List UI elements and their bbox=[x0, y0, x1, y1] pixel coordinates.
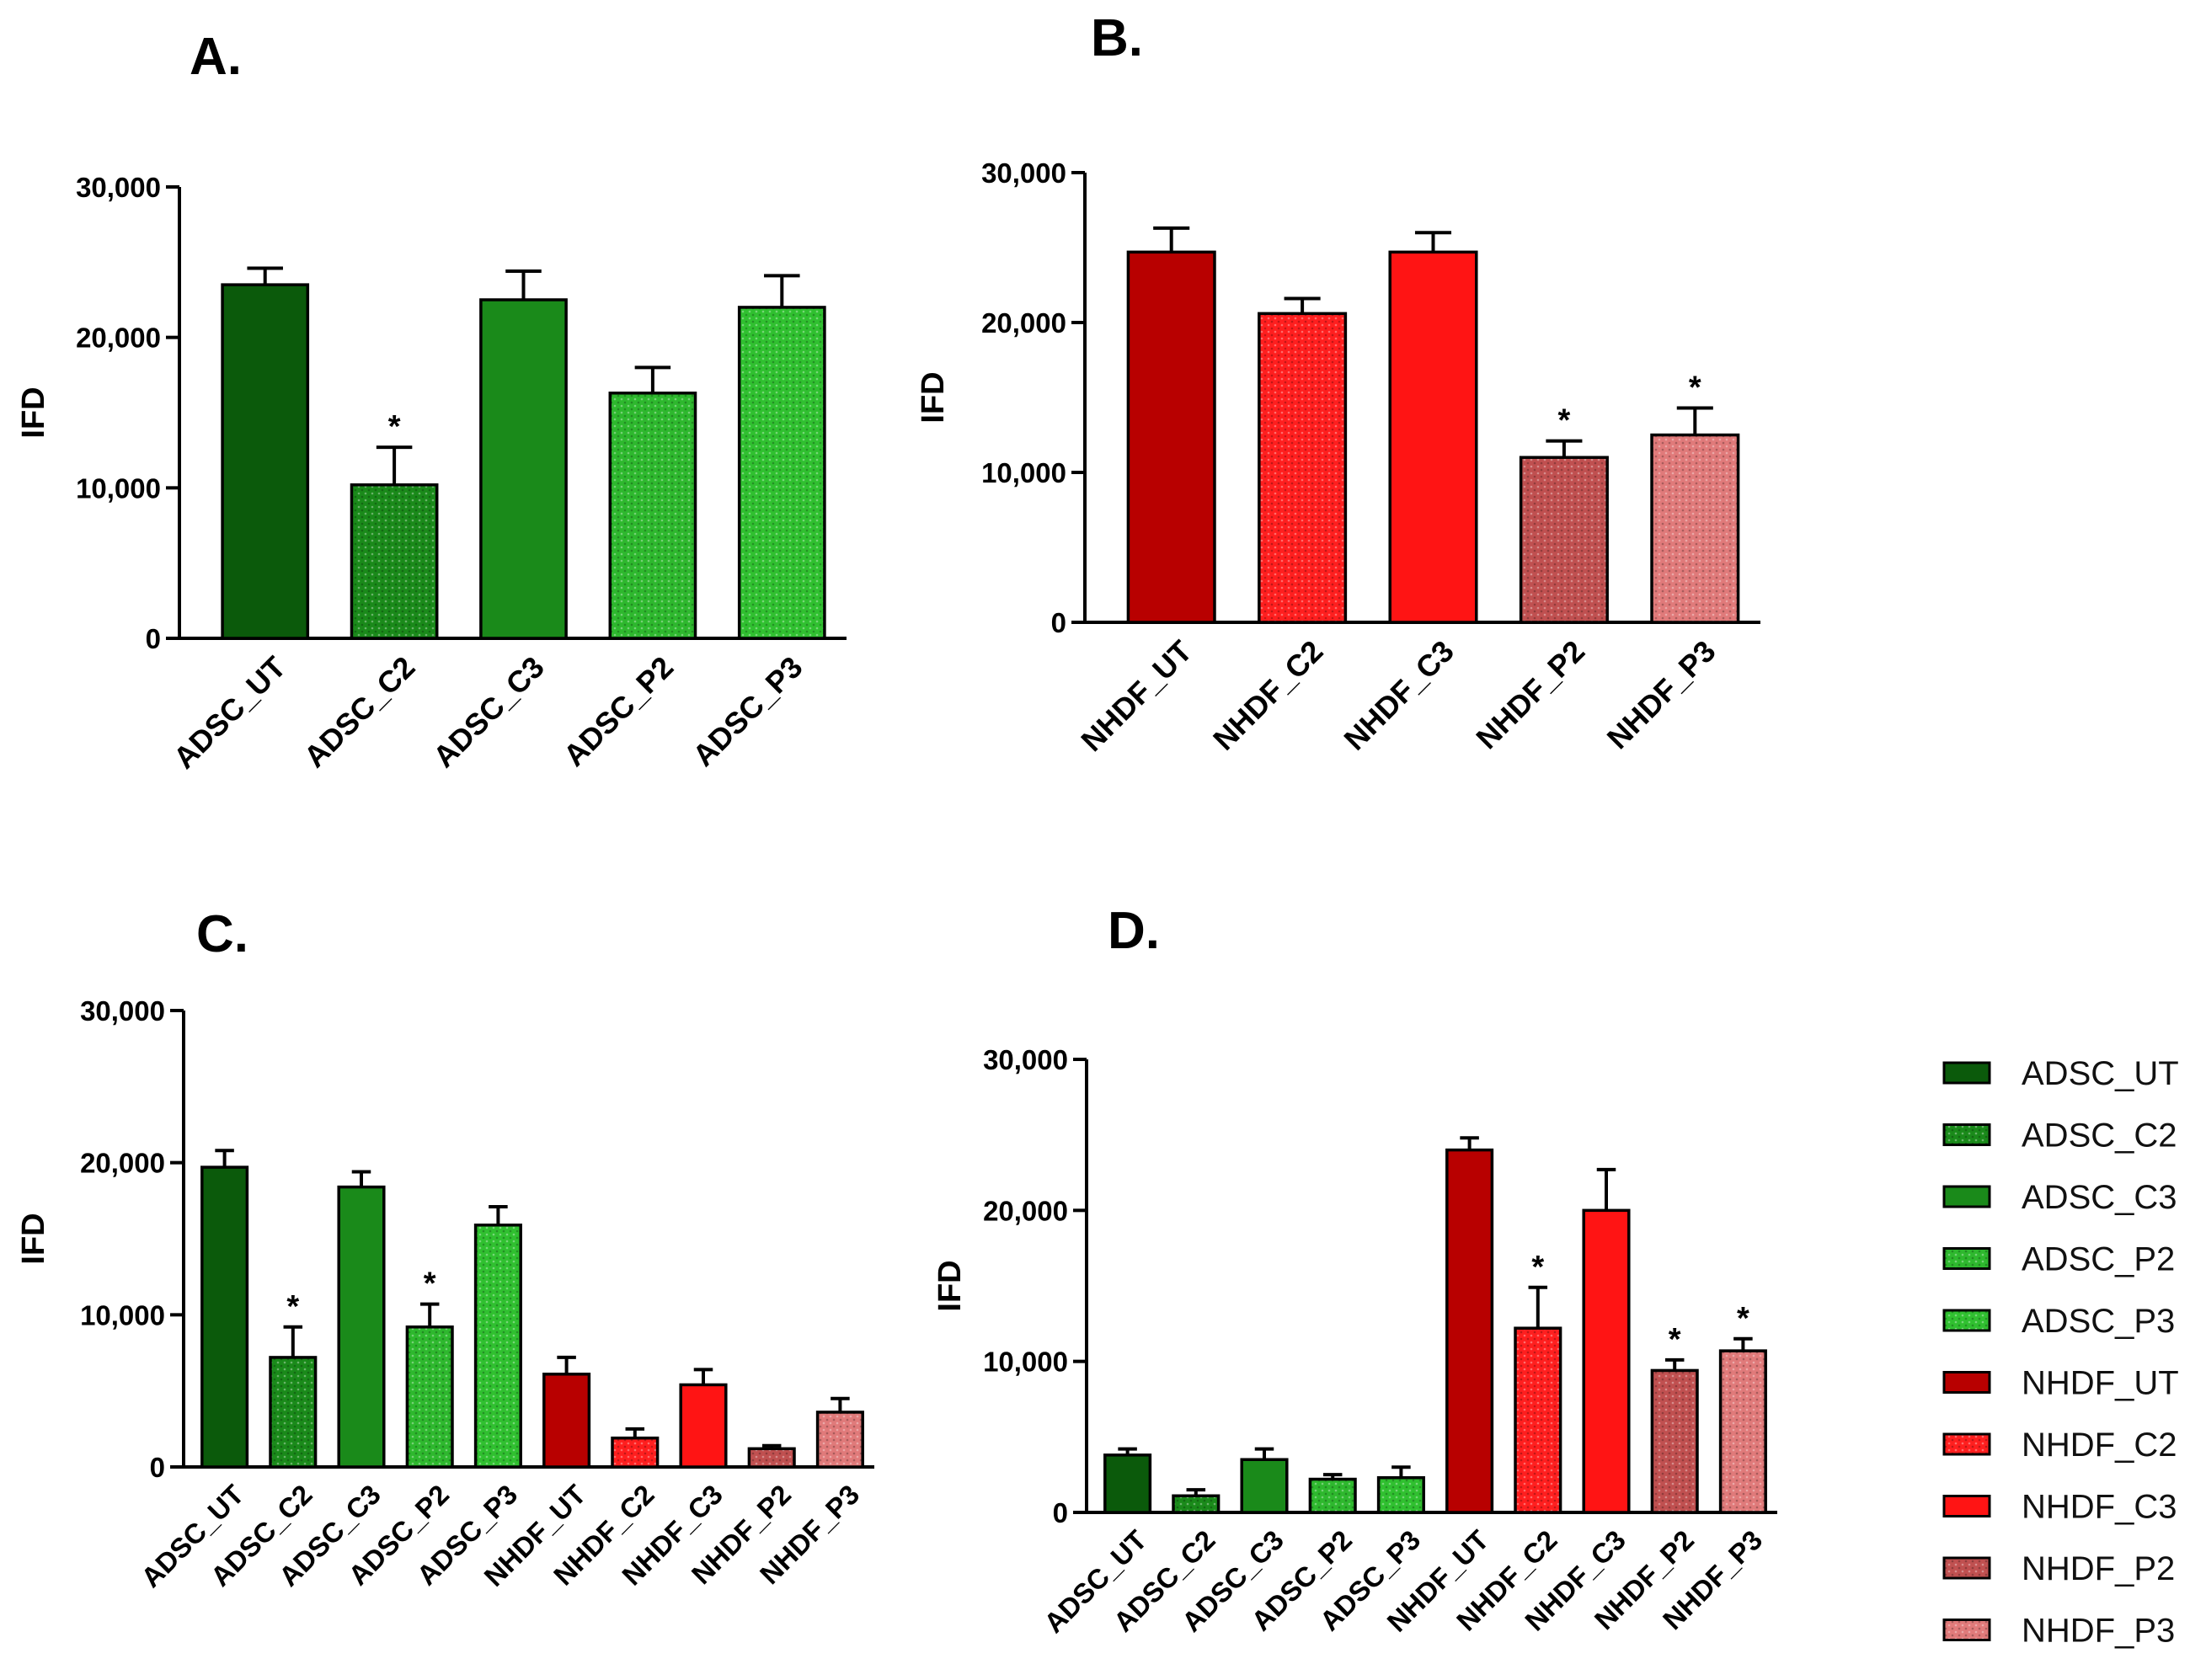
legend-label-adsc-ut: ADSC_UT bbox=[2022, 1055, 2179, 1092]
panel-c-y-axis-label: IFD bbox=[16, 1213, 51, 1264]
legend-label-nhdf-ut: NHDF_UT bbox=[2022, 1365, 2179, 1402]
legend-label-adsc-p3: ADSC_P3 bbox=[2022, 1303, 2175, 1340]
panel-b-y-tick-label: 30,000 bbox=[981, 157, 1066, 189]
panel-a-category-label-adsc-p2: ADSC_P2 bbox=[557, 649, 680, 772]
panel-c-y-tick-label: 0 bbox=[150, 1452, 165, 1483]
panel-c-bar-nhdf-c3 bbox=[679, 1383, 728, 1469]
legend-swatch-nhdf-c3 bbox=[1942, 1495, 1991, 1517]
panel-b-significance-star: * bbox=[1689, 370, 1701, 405]
panel-d-bar-adsc-c3 bbox=[1240, 1458, 1289, 1514]
panel-a-y-tick-label: 20,000 bbox=[76, 323, 161, 354]
legend-label-nhdf-c3: NHDF_C3 bbox=[2022, 1489, 2177, 1526]
panel-b-y-tick-label: 20,000 bbox=[981, 307, 1066, 339]
panel-a-y-tick-label: 30,000 bbox=[76, 172, 161, 203]
panel-d-bar-adsc-p2 bbox=[1308, 1477, 1357, 1514]
panel-d-bar-nhdf-p2 bbox=[1650, 1368, 1699, 1514]
panel-d-bar-adsc-p3 bbox=[1376, 1476, 1425, 1514]
legend-label-nhdf-p2: NHDF_P2 bbox=[2022, 1550, 2175, 1587]
panel-a-y-axis-label: IFD bbox=[16, 387, 51, 438]
panel-c-y-tick-label: 20,000 bbox=[80, 1148, 165, 1179]
panel-a-category-label-adsc-ut: ADSC_UT bbox=[167, 649, 292, 775]
panel-d-bar-nhdf-p3 bbox=[1718, 1349, 1767, 1514]
panel-b-y-tick-label: 0 bbox=[1051, 607, 1066, 638]
panel-a-category-label-adsc-c2: ADSC_C2 bbox=[297, 649, 422, 774]
legend-label-adsc-c3: ADSC_C3 bbox=[2022, 1179, 2177, 1216]
legend-label-adsc-p2: ADSC_P2 bbox=[2022, 1241, 2175, 1278]
chart-panel-d: 010,00020,00030,000IFDADSC_UTADSC_C2ADSC… bbox=[932, 1044, 1777, 1639]
panel-b-category-label-nhdf-ut: NHDF_UT bbox=[1074, 633, 1199, 758]
panel-a-y-tick-label: 0 bbox=[146, 623, 161, 654]
panel-a-bar-adsc-c2 bbox=[350, 483, 439, 640]
panel-a-significance-star: * bbox=[388, 409, 401, 445]
panel-a-y-tick-label: 10,000 bbox=[76, 472, 161, 504]
panel-d-bar-adsc-c2 bbox=[1172, 1494, 1221, 1514]
panel-b-category-label-nhdf-p3: NHDF_P3 bbox=[1600, 633, 1723, 755]
panel-d-y-tick-label: 0 bbox=[1053, 1497, 1068, 1528]
panel-b-bar-nhdf-c3 bbox=[1388, 250, 1478, 624]
legend-label-adsc-c2: ADSC_C2 bbox=[2022, 1117, 2177, 1155]
panel-a-category-label-adsc-p3: ADSC_P3 bbox=[686, 649, 809, 772]
panel-d-significance-star: * bbox=[1531, 1250, 1544, 1285]
legend-swatch-adsc-p3 bbox=[1942, 1309, 1991, 1332]
panel-a-bar-adsc-p3 bbox=[737, 306, 826, 640]
panel-d-y-axis-label: IFD bbox=[932, 1260, 968, 1311]
chart-panel-c: 010,00020,00030,000IFDADSC_UT*ADSC_C2ADS… bbox=[16, 995, 874, 1593]
panel-c-bar-adsc-c3 bbox=[337, 1185, 386, 1469]
panel-c-significance-star: * bbox=[424, 1267, 436, 1302]
panel-b-bar-nhdf-p2 bbox=[1519, 456, 1609, 624]
panel-c-significance-star: * bbox=[286, 1289, 299, 1325]
panel-c-bar-nhdf-c2 bbox=[611, 1436, 660, 1469]
panel-b-bar-nhdf-c2 bbox=[1258, 312, 1348, 624]
panel-d-bar-nhdf-ut bbox=[1445, 1148, 1494, 1514]
panel-a-bar-adsc-c3 bbox=[479, 298, 568, 640]
panel-d-y-tick-label: 10,000 bbox=[983, 1347, 1068, 1378]
panel-d-bar-nhdf-c3 bbox=[1582, 1208, 1631, 1514]
legend-swatch-adsc-c2 bbox=[1942, 1123, 1991, 1146]
panel-d-y-tick-label: 30,000 bbox=[983, 1044, 1068, 1075]
panel-c-bar-adsc-p3 bbox=[473, 1223, 522, 1469]
panel-c-letter: C. bbox=[196, 905, 248, 963]
panel-d-bar-adsc-ut bbox=[1103, 1453, 1152, 1514]
legend-swatch-adsc-p2 bbox=[1942, 1247, 1991, 1270]
legend-swatch-adsc-c3 bbox=[1942, 1185, 1991, 1208]
panel-c-bar-nhdf-p3 bbox=[815, 1411, 864, 1469]
panel-b-bar-nhdf-ut bbox=[1126, 250, 1216, 624]
panel-b-letter: B. bbox=[1091, 9, 1143, 67]
panel-c-bar-adsc-ut bbox=[200, 1165, 249, 1469]
panel-b-y-tick-label: 10,000 bbox=[981, 457, 1066, 488]
panel-b-y-axis-label: IFD bbox=[916, 371, 951, 423]
panel-d-significance-star: * bbox=[1737, 1301, 1749, 1336]
legend-swatch-nhdf-p2 bbox=[1942, 1556, 1991, 1580]
panel-d-y-tick-label: 20,000 bbox=[983, 1195, 1068, 1226]
legend-swatch-nhdf-p3 bbox=[1942, 1619, 1991, 1641]
panel-a-letter: A. bbox=[190, 28, 242, 86]
panel-a-category-label-adsc-c3: ADSC_C3 bbox=[426, 649, 551, 774]
panel-c-bar-nhdf-ut bbox=[542, 1373, 591, 1469]
panel-d-letter: D. bbox=[1108, 902, 1160, 960]
panel-b-category-label-nhdf-c2: NHDF_C2 bbox=[1206, 633, 1329, 756]
panel-c-y-tick-label: 10,000 bbox=[80, 1299, 165, 1331]
panel-c-bar-adsc-p2 bbox=[405, 1325, 454, 1469]
legend-swatch-nhdf-c2 bbox=[1942, 1432, 1991, 1456]
panel-d-bar-nhdf-c2 bbox=[1514, 1326, 1562, 1514]
panel-c-y-tick-label: 30,000 bbox=[80, 995, 165, 1027]
panel-a-bar-adsc-p2 bbox=[608, 392, 697, 640]
legend-swatch-nhdf-ut bbox=[1942, 1371, 1991, 1394]
legend-swatch-adsc-ut bbox=[1942, 1061, 1991, 1085]
panel-b-category-label-nhdf-c3: NHDF_C3 bbox=[1337, 633, 1460, 756]
legend-label-nhdf-c2: NHDF_C2 bbox=[2022, 1427, 2177, 1464]
panel-b-category-label-nhdf-p2: NHDF_P2 bbox=[1469, 633, 1591, 755]
panel-c-bar-adsc-c2 bbox=[269, 1356, 318, 1469]
panel-a-bar-adsc-ut bbox=[221, 283, 310, 640]
legend: ADSC_UT ADSC_C2 ADSC_C3 ADSC_P2 ADSC_P3 NHDF_… bbox=[1942, 1055, 2179, 1650]
legend-label-nhdf-p3: NHDF_P3 bbox=[2022, 1613, 2175, 1650]
panel-d-significance-star: * bbox=[1669, 1322, 1681, 1357]
panel-b-significance-star: * bbox=[1558, 403, 1571, 439]
panel-c-bar-nhdf-p2 bbox=[747, 1447, 796, 1469]
panel-b-bar-nhdf-p3 bbox=[1650, 433, 1740, 624]
